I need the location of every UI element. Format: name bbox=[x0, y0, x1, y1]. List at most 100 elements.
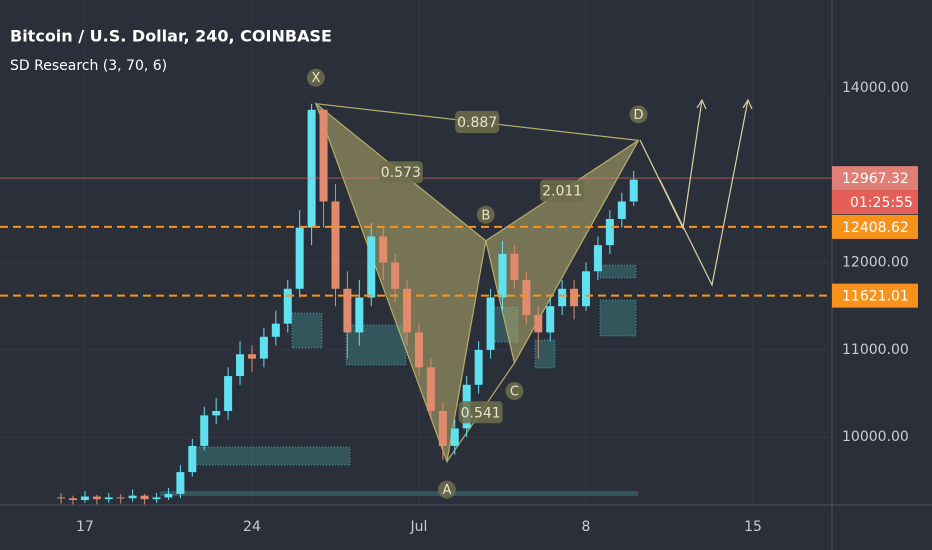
candle-body bbox=[212, 410, 221, 416]
candles bbox=[0, 103, 832, 506]
candle-body bbox=[629, 179, 638, 202]
pattern-point-label: D bbox=[633, 108, 643, 123]
projection-arrow bbox=[659, 99, 749, 287]
price-label: 11621.01 bbox=[842, 289, 909, 305]
pattern-point-label: B bbox=[481, 208, 490, 223]
candle-body bbox=[450, 428, 459, 446]
candle-body bbox=[295, 227, 304, 289]
candle-body bbox=[605, 218, 614, 246]
candle-body bbox=[414, 332, 423, 368]
x-tick-label: 17 bbox=[76, 519, 94, 535]
candle-body bbox=[319, 109, 328, 202]
pattern-point bbox=[505, 381, 524, 400]
candle-body bbox=[57, 497, 66, 499]
candle-body bbox=[617, 201, 626, 219]
candle-body bbox=[534, 314, 543, 333]
ratio-label: 2.011 bbox=[542, 184, 582, 200]
pattern-labels: 0.887 0.573 2.011 0.541 X A B C D bbox=[306, 68, 648, 499]
price-labels: 12967.32 01:25:55 12408.62 11621.01 bbox=[832, 166, 918, 308]
projection-arrow bbox=[639, 99, 703, 231]
x-tick-label: 15 bbox=[744, 519, 762, 535]
candle-body bbox=[224, 376, 233, 411]
candle-body bbox=[259, 336, 268, 359]
zone bbox=[534, 339, 556, 369]
ratio-label: 0.887 bbox=[457, 115, 497, 131]
candle-body bbox=[522, 280, 531, 315]
projection bbox=[639, 98, 753, 287]
price-label-box bbox=[832, 283, 918, 308]
chart-subtitle: SD Research (3, 70, 6) bbox=[10, 58, 167, 74]
arrow-head bbox=[696, 98, 707, 110]
ratio-label: 0.541 bbox=[461, 405, 501, 421]
candle-body bbox=[403, 288, 412, 333]
y-tick-label: 10000.00 bbox=[842, 429, 909, 445]
candle-body bbox=[104, 497, 113, 500]
pattern-point-label: A bbox=[442, 483, 451, 498]
candle-body bbox=[140, 495, 149, 500]
x-tick-label: 8 bbox=[582, 519, 591, 535]
candle-body bbox=[593, 245, 602, 272]
zone bbox=[291, 312, 323, 349]
candle-body bbox=[236, 354, 245, 377]
price-label-box bbox=[832, 214, 918, 239]
y-tick-label: 11000.00 bbox=[842, 342, 909, 358]
candle-body bbox=[92, 496, 101, 500]
price-label-box bbox=[832, 166, 918, 191]
pattern-point bbox=[306, 68, 325, 87]
arrow-head bbox=[742, 98, 753, 110]
candle-body bbox=[474, 349, 483, 385]
ratio-box bbox=[458, 401, 503, 424]
candle-body bbox=[128, 495, 137, 499]
ratio-box bbox=[540, 179, 585, 202]
candle-body bbox=[247, 354, 256, 359]
pattern-point-label: C bbox=[510, 384, 519, 399]
candle-body bbox=[200, 415, 209, 446]
candle-body bbox=[510, 253, 519, 281]
candle-body bbox=[426, 367, 435, 411]
candle-body bbox=[379, 236, 388, 263]
candle-body bbox=[391, 262, 400, 289]
candle-body bbox=[116, 497, 125, 499]
candle-body bbox=[188, 445, 197, 473]
candle-body bbox=[355, 297, 364, 333]
chart-title: Bitcoin / U.S. Dollar, 240, COINBASE bbox=[10, 27, 332, 46]
candle-body bbox=[546, 306, 555, 333]
countdown-box bbox=[832, 190, 918, 215]
candle-body bbox=[80, 496, 89, 501]
candle-body bbox=[283, 288, 292, 324]
candle-body bbox=[164, 493, 173, 498]
zone bbox=[345, 324, 407, 366]
candle-body bbox=[271, 323, 280, 337]
candle-body bbox=[582, 271, 591, 307]
pattern-point-label: X bbox=[311, 71, 320, 86]
pattern-point bbox=[437, 480, 456, 499]
zone bbox=[160, 491, 638, 496]
pattern-point bbox=[476, 205, 495, 224]
zone bbox=[189, 446, 351, 466]
price-label: 12408.62 bbox=[842, 220, 909, 236]
candle-body bbox=[307, 109, 316, 228]
zone bbox=[599, 264, 637, 279]
x-tick-label: Jul bbox=[410, 519, 428, 535]
candle-body bbox=[570, 288, 579, 307]
candle-body bbox=[152, 497, 161, 500]
ratio-label: 0.573 bbox=[381, 165, 421, 181]
price-label: 12967.32 bbox=[842, 171, 909, 187]
candle-body bbox=[486, 297, 495, 350]
y-tick-label: 14000.00 bbox=[842, 80, 909, 96]
candle-body bbox=[367, 236, 376, 298]
candle-body bbox=[331, 201, 340, 289]
ratio-box bbox=[455, 111, 500, 134]
ratio-box bbox=[378, 161, 423, 184]
y-tick-label: 12000.00 bbox=[842, 255, 909, 271]
countdown: 01:25:55 bbox=[850, 195, 913, 211]
x-tick-label: 24 bbox=[243, 519, 261, 535]
candle-body bbox=[438, 410, 447, 446]
candle-body bbox=[69, 498, 78, 501]
pattern-point bbox=[629, 105, 648, 124]
candle-body bbox=[498, 253, 507, 298]
candle-body bbox=[343, 288, 352, 333]
